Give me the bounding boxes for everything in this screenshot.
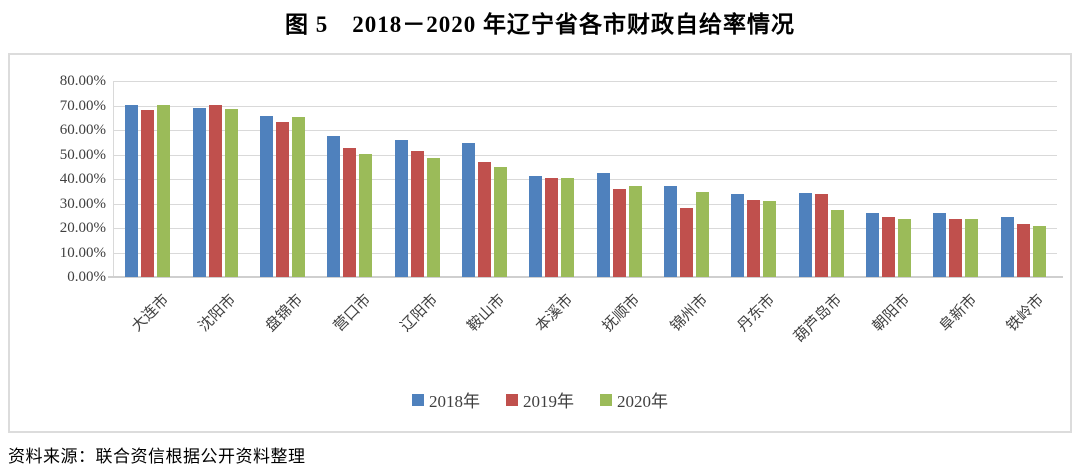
bar-2018年-阜新市 <box>933 212 947 277</box>
legend-swatch-icon <box>506 393 518 406</box>
chart-legend: 2018年 2019年 2020年 <box>10 387 1070 412</box>
bar-2019年-营口市 <box>343 147 357 277</box>
bar-2020年-营口市 <box>359 154 373 277</box>
bar-2019年-丹东市 <box>747 199 761 277</box>
legend-item-2020年: 2020年 <box>600 387 668 412</box>
bar-2020年-盘锦市 <box>291 117 305 277</box>
y-tick-label: 60.00% <box>59 122 106 138</box>
bar-2018年-本溪市 <box>529 176 543 277</box>
bar-2019年-朝阳市 <box>882 216 896 277</box>
x-tick-label-锦州市: 锦州市 <box>667 291 711 335</box>
bar-2018年-铁岭市 <box>1000 217 1014 277</box>
bar-2019年-葫芦岛市 <box>814 194 828 277</box>
x-tick-label-盘锦市: 盘锦市 <box>263 291 307 335</box>
x-tick-label-抚顺市: 抚顺市 <box>600 291 644 335</box>
bar-2020年-铁岭市 <box>1032 225 1046 277</box>
y-tick-label: 20.00% <box>59 220 106 236</box>
bar-2018年-盘锦市 <box>259 115 273 277</box>
x-tick-label-铁岭市: 铁岭市 <box>1004 291 1048 335</box>
chart-frame: 80.00% 70.00% 60.00% 50.00% 40.00% 30.00% 20.0… <box>8 53 1072 433</box>
bar-2018年-葫芦岛市 <box>798 192 812 277</box>
bar-2020年-阜新市 <box>965 219 979 277</box>
bar-2019年-沈阳市 <box>208 105 222 277</box>
gridline <box>114 252 1057 254</box>
bar-2018年-朝阳市 <box>866 212 880 277</box>
gridline <box>114 105 1057 107</box>
bar-2019年-鞍山市 <box>477 161 491 277</box>
y-tick-label: 10.00% <box>59 244 106 261</box>
y-tick-label: 80.00% <box>59 73 106 89</box>
bar-2018年-大连市 <box>125 105 139 277</box>
legend-swatch-icon <box>600 393 612 406</box>
x-tick-label-大连市: 大连市 <box>128 291 172 335</box>
bar-2019年-盘锦市 <box>275 122 289 277</box>
source-note: 资料来源：联合资信根据公开资料整理 <box>8 447 306 466</box>
gridline <box>114 179 1057 180</box>
y-tick-label: 40.00% <box>59 171 106 187</box>
y-tick-label: 30.00% <box>59 195 106 212</box>
bar-2020年-朝阳市 <box>898 218 912 277</box>
bar-2018年-营口市 <box>327 135 341 277</box>
bar-2018年-鞍山市 <box>461 143 475 277</box>
plot-area <box>108 81 1063 278</box>
bar-2020年-鞍山市 <box>493 166 507 277</box>
x-tick-label-沈阳市: 沈阳市 <box>196 291 240 335</box>
bar-2019年-铁岭市 <box>1016 223 1030 277</box>
x-tick-label-阜新市: 阜新市 <box>936 291 981 335</box>
x-tick-label-辽阳市: 辽阳市 <box>398 291 442 335</box>
bar-2019年-辽阳市 <box>410 150 424 277</box>
bar-2020年-大连市 <box>157 104 171 277</box>
legend-item-2018年: 2018年 <box>412 387 480 412</box>
bar-2018年-丹东市 <box>731 194 745 277</box>
x-tick-label-葫芦岛市: 葫芦岛市 <box>791 291 846 346</box>
y-axis-line <box>113 81 114 277</box>
bar-2018年-锦州市 <box>664 185 678 277</box>
gridline <box>114 130 1057 131</box>
bar-2018年-抚顺市 <box>596 172 610 277</box>
x-tick-label-朝阳市: 朝阳市 <box>869 291 913 335</box>
bar-2019年-大连市 <box>141 110 155 277</box>
gridline <box>114 228 1057 229</box>
bar-2019年-抚顺市 <box>612 188 626 277</box>
bar-2020年-抚顺市 <box>628 185 642 277</box>
x-tick-label-丹东市: 丹东市 <box>734 291 779 335</box>
bar-2020年-锦州市 <box>696 192 710 277</box>
legend-label: 2018年 <box>429 392 480 411</box>
x-tick-label-鞍山市: 鞍山市 <box>465 291 509 335</box>
legend-label: 2020年 <box>617 392 668 411</box>
x-tick-label-营口市: 营口市 <box>330 291 374 335</box>
bar-2019年-阜新市 <box>949 218 963 277</box>
bar-2020年-沈阳市 <box>224 108 238 277</box>
bar-2019年-本溪市 <box>545 177 559 277</box>
gridline <box>114 154 1057 156</box>
gridline <box>114 203 1057 205</box>
gridline <box>114 81 1057 82</box>
legend-item-2019年: 2019年 <box>506 387 574 412</box>
x-tick-label-本溪市: 本溪市 <box>532 291 576 335</box>
legend-label: 2019年 <box>523 392 574 411</box>
bar-2018年-辽阳市 <box>394 139 408 277</box>
y-tick-label: 0.00% <box>67 269 106 285</box>
chart-title: 图 5 2018－2020 年辽宁省各市财政自给率情况 <box>285 12 795 37</box>
y-tick-label: 70.00% <box>59 97 106 114</box>
x-axis-line <box>108 276 1063 278</box>
y-tick-label: 50.00% <box>59 146 106 163</box>
bar-2018年-沈阳市 <box>192 107 206 277</box>
bar-2020年-本溪市 <box>561 178 575 277</box>
bar-2020年-丹东市 <box>763 200 777 277</box>
legend-swatch-icon <box>412 393 424 406</box>
bar-2020年-辽阳市 <box>426 158 440 277</box>
bar-2020年-葫芦岛市 <box>830 209 844 277</box>
bar-2019年-锦州市 <box>680 207 694 277</box>
